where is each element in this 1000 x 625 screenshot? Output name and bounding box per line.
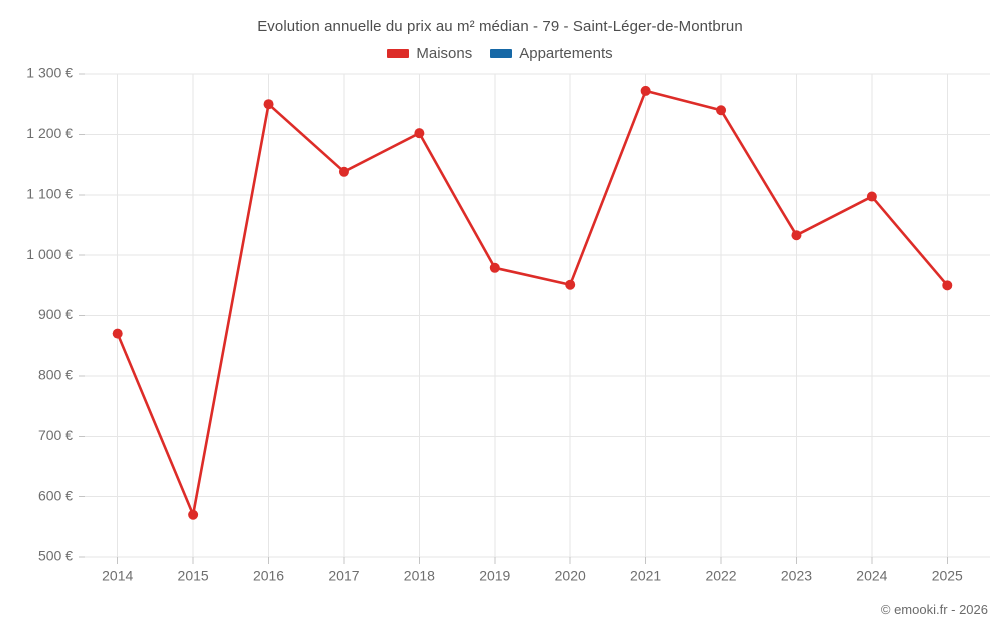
data-point[interactable] (640, 85, 651, 96)
x-tick-label: 2021 (630, 567, 661, 583)
y-axis-ticks: 500 € 600 € 700 € 800 € 900 € 1 000 € 1 100 € 1… (26, 65, 85, 564)
y-tick-label: 800 € (38, 367, 73, 383)
data-point[interactable] (716, 105, 727, 116)
chart-title: Evolution annuelle du prix au m² médian … (257, 18, 743, 35)
data-point[interactable] (112, 328, 123, 339)
x-tick-label: 2024 (856, 567, 887, 583)
x-tick-label: 2022 (705, 567, 736, 583)
x-tick-label: 2014 (102, 567, 133, 583)
y-tick-label: 700 € (38, 427, 73, 443)
x-tick-label: 2020 (555, 567, 586, 583)
x-tick-label: 2018 (404, 567, 435, 583)
grid-lines (85, 73, 990, 558)
y-tick-label: 900 € (38, 306, 73, 322)
y-tick-label: 1 200 € (26, 125, 73, 141)
x-tick-label: 2023 (781, 567, 812, 583)
y-tick-label: 1 100 € (26, 185, 73, 201)
legend-item-maisons[interactable]: Maisons (387, 45, 472, 62)
data-point[interactable] (188, 509, 199, 520)
x-tick-label: 2019 (479, 567, 510, 583)
legend-swatch-maisons (387, 49, 410, 58)
legend-label-appartements: Appartements (519, 45, 613, 62)
legend-label-maisons: Maisons (416, 45, 473, 62)
data-point[interactable] (489, 262, 500, 273)
legend-item-appartements[interactable]: Appartements (490, 45, 613, 62)
y-tick-label: 1 300 € (26, 65, 73, 81)
chart-legend: Maisons Appartements (0, 45, 1000, 62)
x-axis-ticks: 2014 2015 2016 2017 2018 2019 2020 2021 2022 2023… (102, 557, 963, 583)
x-tick-label: 2016 (253, 567, 284, 583)
series-line-maisons (116, 89, 949, 517)
data-point[interactable] (338, 166, 349, 177)
x-tick-label: 2025 (932, 567, 963, 583)
data-point[interactable] (414, 128, 425, 139)
data-series (112, 85, 953, 520)
y-tick-label: 1 000 € (26, 246, 73, 262)
data-point[interactable] (942, 280, 953, 291)
y-tick-label: 600 € (38, 487, 73, 503)
data-point[interactable] (791, 230, 802, 241)
data-point[interactable] (866, 191, 877, 202)
x-tick-label: 2017 (328, 567, 359, 583)
y-tick-label: 500 € (38, 548, 73, 564)
legend-swatch-appartements (490, 49, 513, 58)
data-point[interactable] (565, 279, 576, 290)
copyright-notice: © emooki.fr - 2026 (880, 602, 988, 617)
data-point[interactable] (263, 99, 274, 110)
x-tick-label: 2015 (178, 567, 209, 583)
